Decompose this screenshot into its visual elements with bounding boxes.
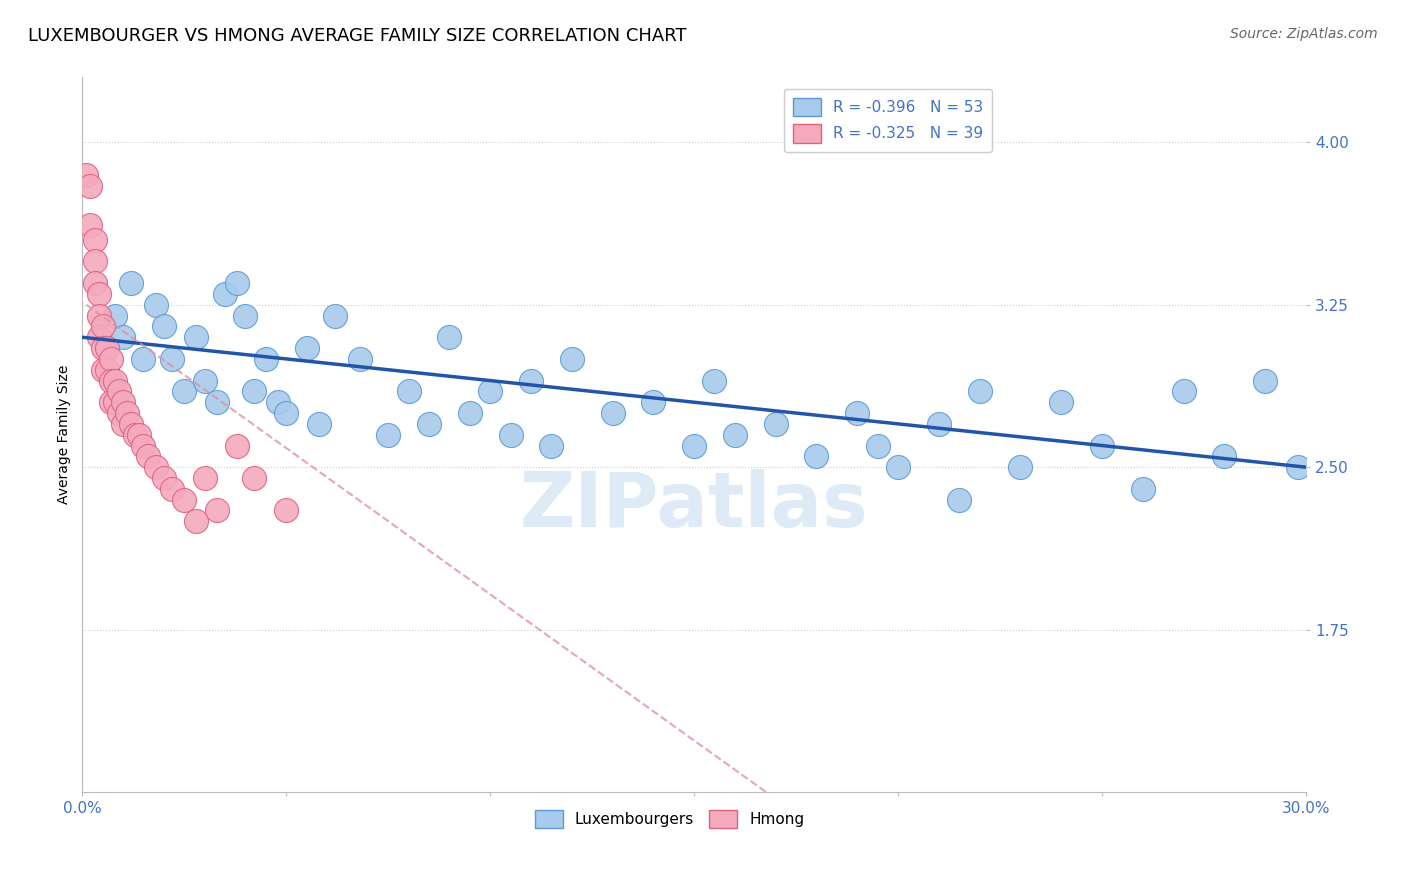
Point bbox=[87, 330, 110, 344]
Point bbox=[1173, 384, 1195, 399]
Point bbox=[108, 384, 131, 399]
Text: ZIPatlas: ZIPatlas bbox=[520, 469, 869, 543]
Point bbox=[1010, 460, 1032, 475]
Point bbox=[226, 438, 249, 452]
Point bbox=[205, 503, 228, 517]
Point bbox=[100, 351, 122, 366]
Point bbox=[91, 341, 114, 355]
Y-axis label: Average Family Size: Average Family Size bbox=[58, 365, 72, 504]
Point bbox=[173, 492, 195, 507]
Point bbox=[91, 319, 114, 334]
Point bbox=[186, 514, 208, 528]
Point bbox=[194, 374, 217, 388]
Point bbox=[866, 438, 889, 452]
Point bbox=[602, 406, 624, 420]
Point bbox=[112, 417, 135, 431]
Point bbox=[1132, 482, 1154, 496]
Point bbox=[124, 427, 146, 442]
Point bbox=[214, 287, 236, 301]
Legend: Luxembourgers, Hmong: Luxembourgers, Hmong bbox=[529, 804, 810, 834]
Point bbox=[276, 406, 298, 420]
Point bbox=[1213, 450, 1236, 464]
Point bbox=[75, 168, 97, 182]
Point bbox=[1286, 460, 1309, 475]
Point bbox=[153, 319, 176, 334]
Point bbox=[115, 406, 138, 420]
Text: Source: ZipAtlas.com: Source: ZipAtlas.com bbox=[1230, 27, 1378, 41]
Point bbox=[96, 341, 118, 355]
Point bbox=[83, 254, 105, 268]
Point bbox=[104, 374, 127, 388]
Point bbox=[108, 406, 131, 420]
Point bbox=[132, 438, 155, 452]
Point bbox=[520, 374, 543, 388]
Point bbox=[295, 341, 318, 355]
Point bbox=[806, 450, 828, 464]
Point bbox=[153, 471, 176, 485]
Point bbox=[226, 276, 249, 290]
Point bbox=[87, 309, 110, 323]
Point bbox=[79, 178, 101, 193]
Point bbox=[561, 351, 583, 366]
Point bbox=[540, 438, 562, 452]
Point bbox=[120, 276, 142, 290]
Point bbox=[79, 218, 101, 232]
Point bbox=[323, 309, 346, 323]
Point bbox=[349, 351, 371, 366]
Point bbox=[1254, 374, 1277, 388]
Point bbox=[83, 233, 105, 247]
Point bbox=[83, 276, 105, 290]
Point bbox=[145, 460, 167, 475]
Point bbox=[846, 406, 869, 420]
Point bbox=[398, 384, 420, 399]
Point bbox=[928, 417, 950, 431]
Point bbox=[308, 417, 330, 431]
Point bbox=[1050, 395, 1073, 409]
Point bbox=[499, 427, 522, 442]
Point bbox=[1091, 438, 1114, 452]
Point bbox=[724, 427, 747, 442]
Point bbox=[128, 427, 150, 442]
Point bbox=[377, 427, 399, 442]
Point bbox=[194, 471, 217, 485]
Point bbox=[242, 384, 264, 399]
Point bbox=[160, 351, 183, 366]
Point bbox=[104, 309, 127, 323]
Point bbox=[100, 395, 122, 409]
Point bbox=[100, 374, 122, 388]
Point bbox=[96, 363, 118, 377]
Point bbox=[887, 460, 910, 475]
Point bbox=[205, 395, 228, 409]
Point bbox=[132, 351, 155, 366]
Point bbox=[643, 395, 665, 409]
Point bbox=[104, 395, 127, 409]
Point bbox=[145, 298, 167, 312]
Point bbox=[948, 492, 970, 507]
Point bbox=[235, 309, 257, 323]
Point bbox=[242, 471, 264, 485]
Point bbox=[267, 395, 290, 409]
Point bbox=[969, 384, 991, 399]
Point bbox=[418, 417, 440, 431]
Point bbox=[91, 363, 114, 377]
Point bbox=[186, 330, 208, 344]
Point bbox=[439, 330, 461, 344]
Point bbox=[112, 395, 135, 409]
Point bbox=[276, 503, 298, 517]
Point bbox=[160, 482, 183, 496]
Point bbox=[254, 351, 277, 366]
Point bbox=[173, 384, 195, 399]
Point bbox=[765, 417, 787, 431]
Point bbox=[683, 438, 706, 452]
Point bbox=[458, 406, 481, 420]
Point bbox=[479, 384, 502, 399]
Point bbox=[112, 330, 135, 344]
Point bbox=[87, 287, 110, 301]
Point bbox=[703, 374, 725, 388]
Text: LUXEMBOURGER VS HMONG AVERAGE FAMILY SIZE CORRELATION CHART: LUXEMBOURGER VS HMONG AVERAGE FAMILY SIZ… bbox=[28, 27, 686, 45]
Point bbox=[136, 450, 159, 464]
Point bbox=[120, 417, 142, 431]
